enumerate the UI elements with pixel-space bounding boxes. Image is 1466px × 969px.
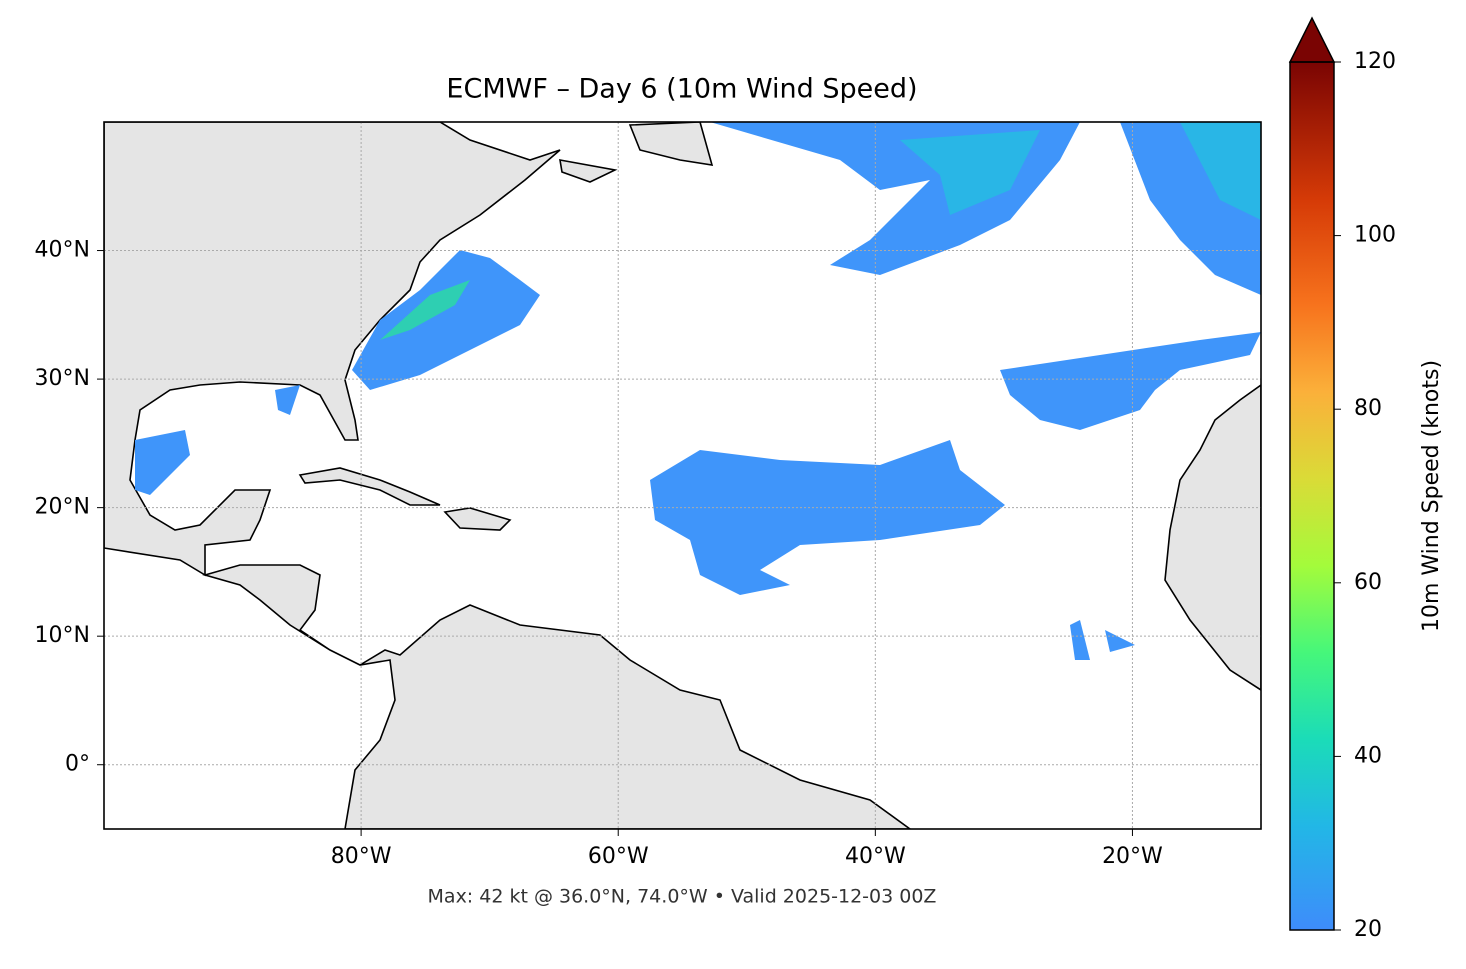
y-tick-label: 10°N (35, 623, 90, 648)
colorbar-label: 10m Wind Speed (knots) (1419, 360, 1444, 632)
south-america (202, 564, 912, 829)
map (104, 122, 1261, 829)
colorbar-tick-label: 60 (1354, 570, 1382, 595)
colorbar-tick-label: 100 (1354, 223, 1396, 248)
hispaniola (443, 507, 512, 531)
y-tick-label: 20°N (35, 495, 90, 520)
y-tick-label: 0° (65, 752, 90, 777)
wind-area (1000, 332, 1261, 430)
north-america (104, 122, 561, 577)
colorbar (1290, 62, 1334, 930)
x-tick-label: 60°W (588, 844, 649, 869)
map-frame (103, 121, 1262, 830)
x-tick-label: 80°W (331, 844, 392, 869)
colorbar-frame (1289, 61, 1335, 931)
x-tick-label: 20°W (1102, 844, 1163, 869)
wind-area (650, 440, 1005, 595)
africa (1164, 384, 1261, 691)
nova-scotia (559, 159, 618, 183)
graticule (104, 122, 1261, 829)
wind-area (380, 280, 470, 340)
colorbar-tick-label: 40 (1354, 743, 1382, 768)
colorbar-tick-label: 20 (1354, 917, 1382, 942)
colorbar-tick-label: 80 (1354, 396, 1382, 421)
footer: Max: 42 kt @ 36.0°N, 74.0°W • Valid 2025… (428, 886, 937, 908)
title: ECMWF – Day 6 (10m Wind Speed) (446, 74, 917, 105)
colorbar-extend (1288, 16, 1336, 63)
cuba (298, 467, 441, 506)
colorbar-tick-label: 120 (1354, 49, 1396, 74)
x-tick-label: 40°W (845, 844, 906, 869)
wind-area (135, 430, 190, 495)
wind-area (352, 250, 540, 390)
wind-area (900, 130, 1040, 215)
y-tick-label: 40°N (35, 238, 90, 263)
y-tick-label: 30°N (35, 366, 90, 391)
wind-area (1180, 122, 1261, 220)
